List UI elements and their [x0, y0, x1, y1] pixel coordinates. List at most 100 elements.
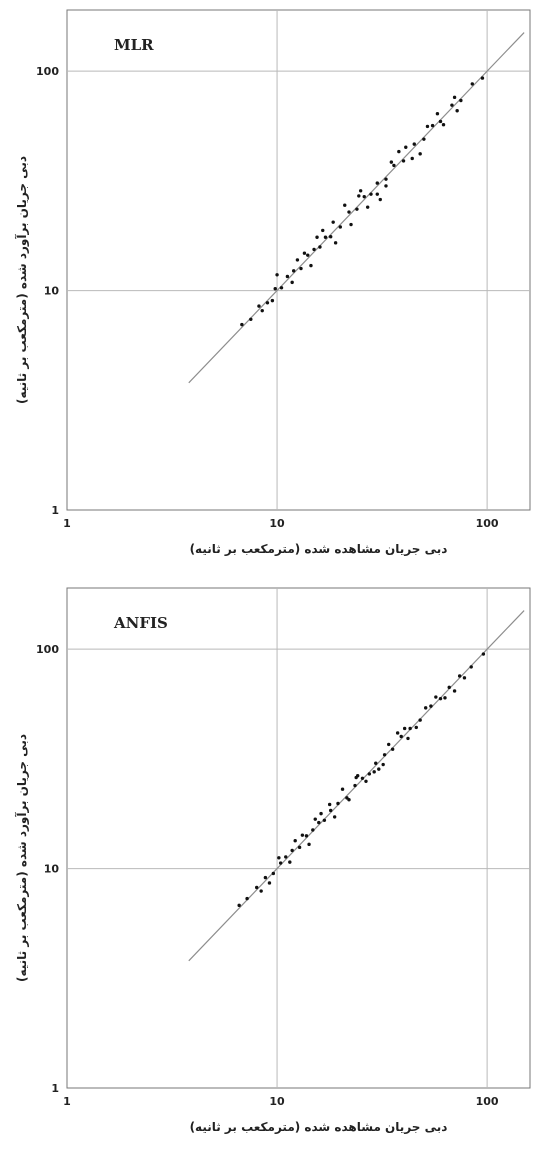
y-axis-label: دبی جریان برآورد شده (مترمکعب بر ثانیه)	[14, 156, 30, 404]
x-axis-label: دبی جریان مشاهده شده (مترمکعب بر ثانیه)	[190, 1120, 448, 1134]
data-point	[369, 192, 373, 196]
data-point	[469, 665, 473, 669]
data-point	[480, 76, 485, 80]
data-point	[367, 772, 372, 776]
data-point	[429, 704, 433, 708]
data-point	[395, 731, 400, 735]
data-point	[438, 119, 443, 124]
data-point	[357, 194, 361, 198]
data-point	[455, 109, 459, 113]
data-point	[271, 871, 276, 876]
data-point	[375, 192, 379, 196]
data-point	[240, 322, 244, 327]
scatter-chart-anfis: 1 10 100 1 10 100 ANFIS دبی جریان مشاهده شده (م…	[14, 587, 531, 1134]
data-point	[307, 842, 311, 847]
data-point	[389, 160, 394, 164]
chart-title: MLR	[114, 36, 154, 54]
y-axis-label: دبی جریان برآورد شده (مترمکعب بر ثانیه)	[14, 734, 30, 982]
data-point	[401, 159, 406, 163]
x-tick-label: 10	[269, 1095, 285, 1108]
data-point	[360, 776, 365, 780]
data-point	[399, 734, 403, 739]
x-tick-label: 1	[63, 1095, 71, 1108]
data-point	[285, 274, 290, 279]
data-point	[418, 152, 422, 156]
data-point	[402, 726, 407, 731]
data-point	[374, 761, 378, 765]
data-point	[265, 301, 270, 305]
data-point	[255, 885, 259, 890]
data-point	[347, 210, 351, 214]
data-point	[462, 676, 467, 680]
data-point	[450, 103, 454, 107]
data-point	[362, 194, 366, 199]
data-point	[457, 674, 462, 678]
data-point	[354, 775, 358, 780]
data-point	[318, 245, 322, 249]
data-point	[384, 177, 388, 181]
data-point	[481, 652, 486, 656]
data-point	[279, 286, 284, 290]
chart-panel-mlr: 1 10 100 1 10 100 MLR دبی جریان مشاهده شده (متر…	[0, 0, 536, 575]
data-point	[263, 875, 268, 880]
data-point	[290, 280, 294, 285]
data-point	[323, 235, 328, 239]
data-point	[381, 762, 385, 767]
data-point	[259, 889, 263, 893]
data-point	[412, 142, 416, 146]
data-point	[435, 111, 440, 116]
data-point	[336, 801, 340, 806]
data-point	[257, 304, 261, 308]
data-point	[309, 263, 313, 268]
data-point	[343, 203, 347, 207]
data-point	[275, 273, 279, 277]
data-point	[404, 145, 408, 149]
data-point	[304, 834, 309, 838]
data-point	[441, 123, 446, 127]
data-point	[364, 779, 368, 783]
data-point	[312, 247, 316, 252]
data-point	[331, 220, 335, 224]
data-point	[338, 225, 342, 229]
data-point	[249, 317, 253, 321]
data-point	[245, 896, 249, 901]
data-point	[293, 838, 297, 843]
data-point	[375, 181, 379, 185]
data-point	[349, 222, 353, 227]
data-point	[322, 818, 327, 822]
data-point	[390, 747, 395, 751]
data-point	[306, 253, 310, 257]
data-point	[470, 82, 474, 86]
data-point	[300, 833, 305, 837]
data-point	[277, 856, 281, 860]
x-tick-label: 100	[476, 517, 499, 530]
y-tick-label: 100	[36, 65, 59, 78]
data-point	[290, 848, 294, 853]
data-point	[392, 163, 396, 168]
data-point	[267, 881, 272, 885]
x-tick-label: 100	[476, 1095, 499, 1108]
data-point	[382, 753, 387, 757]
data-point	[423, 706, 428, 710]
data-point	[408, 726, 412, 731]
data-point	[397, 149, 401, 154]
data-point	[406, 736, 410, 741]
data-point	[418, 718, 422, 722]
data-point	[328, 808, 333, 813]
data-point	[302, 251, 307, 255]
data-point	[315, 235, 319, 239]
data-point	[378, 197, 382, 202]
data-point	[410, 156, 414, 161]
data-point	[430, 123, 435, 128]
data-point	[443, 696, 447, 700]
data-point	[311, 828, 315, 832]
y-tick-label: 10	[44, 285, 60, 298]
data-point	[332, 815, 337, 819]
data-point	[425, 124, 430, 129]
x-tick-label: 1	[63, 517, 71, 530]
data-point	[452, 95, 457, 100]
data-point	[452, 689, 457, 693]
data-point	[384, 184, 388, 188]
data-point	[278, 861, 283, 865]
data-point	[414, 725, 418, 730]
